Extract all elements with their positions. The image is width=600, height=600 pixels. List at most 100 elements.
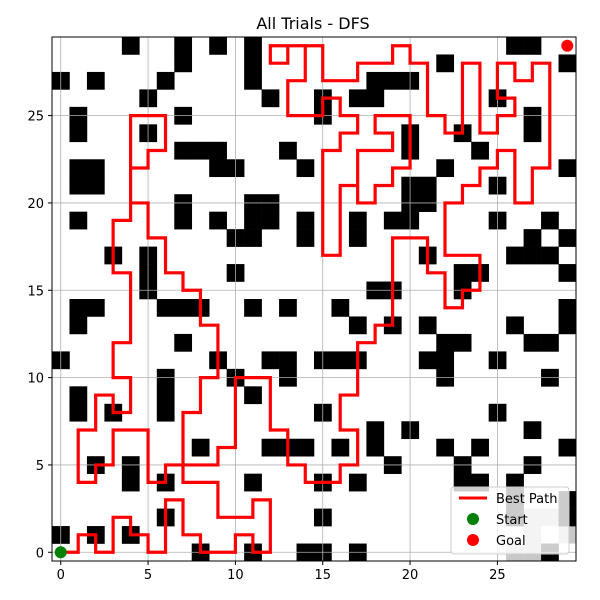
wall-cell xyxy=(244,473,262,492)
wall-cell xyxy=(331,351,350,370)
y-tick-label: 10 xyxy=(27,372,44,387)
wall-cell xyxy=(209,141,227,160)
wall-cell xyxy=(209,211,227,230)
wall-cell xyxy=(244,299,262,317)
legend: Best Path Start Goal xyxy=(450,486,570,555)
wall-cell xyxy=(436,438,455,457)
axis-ticks: 0 5 10 15 20 25 0 5 10 15 20 25 xyxy=(27,110,505,583)
wall-cell xyxy=(348,89,367,108)
wall-cell xyxy=(453,333,472,352)
wall-cell xyxy=(436,351,455,370)
wall-cell xyxy=(209,37,227,55)
wall-cell xyxy=(348,316,367,335)
wall-cell xyxy=(523,124,542,143)
wall-cell xyxy=(506,316,524,335)
wall-cell xyxy=(174,211,193,230)
wall-cell xyxy=(558,54,576,73)
wall-cell xyxy=(366,71,385,90)
wall-cell xyxy=(69,176,88,195)
legend-label-start: Start xyxy=(496,513,528,528)
wall-cell xyxy=(506,37,524,55)
wall-cell xyxy=(174,37,193,55)
wall-cell xyxy=(69,316,88,335)
wall-cell xyxy=(366,89,385,108)
chart-title: All Trials - DFS xyxy=(256,14,369,33)
wall-cell xyxy=(541,246,559,265)
wall-cell xyxy=(261,211,280,230)
x-tick-label: 10 xyxy=(227,568,244,583)
wall-cell xyxy=(523,421,542,440)
wall-cell xyxy=(69,211,88,230)
wall-cell xyxy=(174,54,193,73)
wall-cell xyxy=(348,229,367,247)
wall-cell xyxy=(523,229,542,247)
wall-cell xyxy=(261,89,280,108)
wall-cell xyxy=(366,438,385,457)
wall-cell xyxy=(156,386,175,405)
wall-cell xyxy=(418,316,437,335)
wall-cell xyxy=(244,229,262,247)
wall-cell xyxy=(523,37,542,55)
wall-cell xyxy=(558,316,576,335)
wall-cell xyxy=(261,351,280,370)
wall-cell xyxy=(523,246,542,265)
wall-cell xyxy=(279,299,297,317)
wall-cell xyxy=(209,159,227,178)
legend-swatch-goal xyxy=(467,534,479,546)
wall-cell xyxy=(541,333,559,352)
x-tick-label: 0 xyxy=(57,568,65,583)
wall-cell xyxy=(558,159,576,178)
wall-cell xyxy=(244,71,262,90)
wall-cell xyxy=(174,141,193,160)
legend-label-best-path: Best Path xyxy=(496,492,557,507)
legend-label-goal: Goal xyxy=(496,534,526,549)
y-tick-label: 5 xyxy=(36,459,44,474)
legend-frame xyxy=(450,486,570,555)
wall-cell xyxy=(69,299,88,317)
y-tick-label: 15 xyxy=(27,284,44,299)
wall-cell xyxy=(156,71,175,90)
wall-cell xyxy=(331,438,350,457)
wall-cell xyxy=(383,211,402,230)
wall-cell xyxy=(69,386,88,405)
y-tick-label: 0 xyxy=(36,546,44,561)
wall-cell xyxy=(453,264,472,282)
wall-cell xyxy=(121,473,140,492)
wall-cell xyxy=(244,54,262,73)
goal-marker xyxy=(561,39,574,52)
wall-cell xyxy=(383,71,402,90)
wall-cell xyxy=(418,176,437,195)
wall-cell xyxy=(86,159,105,178)
wall-cell xyxy=(366,421,385,440)
wall-cell xyxy=(86,176,105,195)
wall-cell xyxy=(156,299,175,317)
wall-cell xyxy=(244,37,262,55)
wall-cell xyxy=(191,141,210,160)
x-tick-label: 20 xyxy=(402,568,419,583)
wall-cell xyxy=(348,211,367,230)
wall-cell xyxy=(471,141,489,160)
wall-cell xyxy=(296,211,315,230)
wall-cell xyxy=(331,299,350,317)
wall-cell xyxy=(244,386,262,405)
wall-cell xyxy=(558,229,576,247)
wall-cell xyxy=(191,438,210,457)
wall-cell xyxy=(296,229,315,247)
y-tick-label: 20 xyxy=(27,197,44,212)
start-marker xyxy=(54,546,67,559)
wall-cell xyxy=(541,211,559,230)
wall-cell xyxy=(69,403,88,422)
wall-cell xyxy=(436,54,455,73)
wall-cell xyxy=(174,333,193,352)
wall-cell xyxy=(86,71,105,90)
wall-cell xyxy=(506,246,524,265)
wall-cell xyxy=(558,299,576,317)
wall-cell xyxy=(279,351,297,370)
x-tick-label: 25 xyxy=(489,568,506,583)
wall-cell xyxy=(348,473,367,492)
y-tick-label: 25 xyxy=(27,110,44,125)
wall-cell xyxy=(471,438,489,457)
legend-swatch-start xyxy=(467,513,479,525)
best-path xyxy=(59,44,552,554)
